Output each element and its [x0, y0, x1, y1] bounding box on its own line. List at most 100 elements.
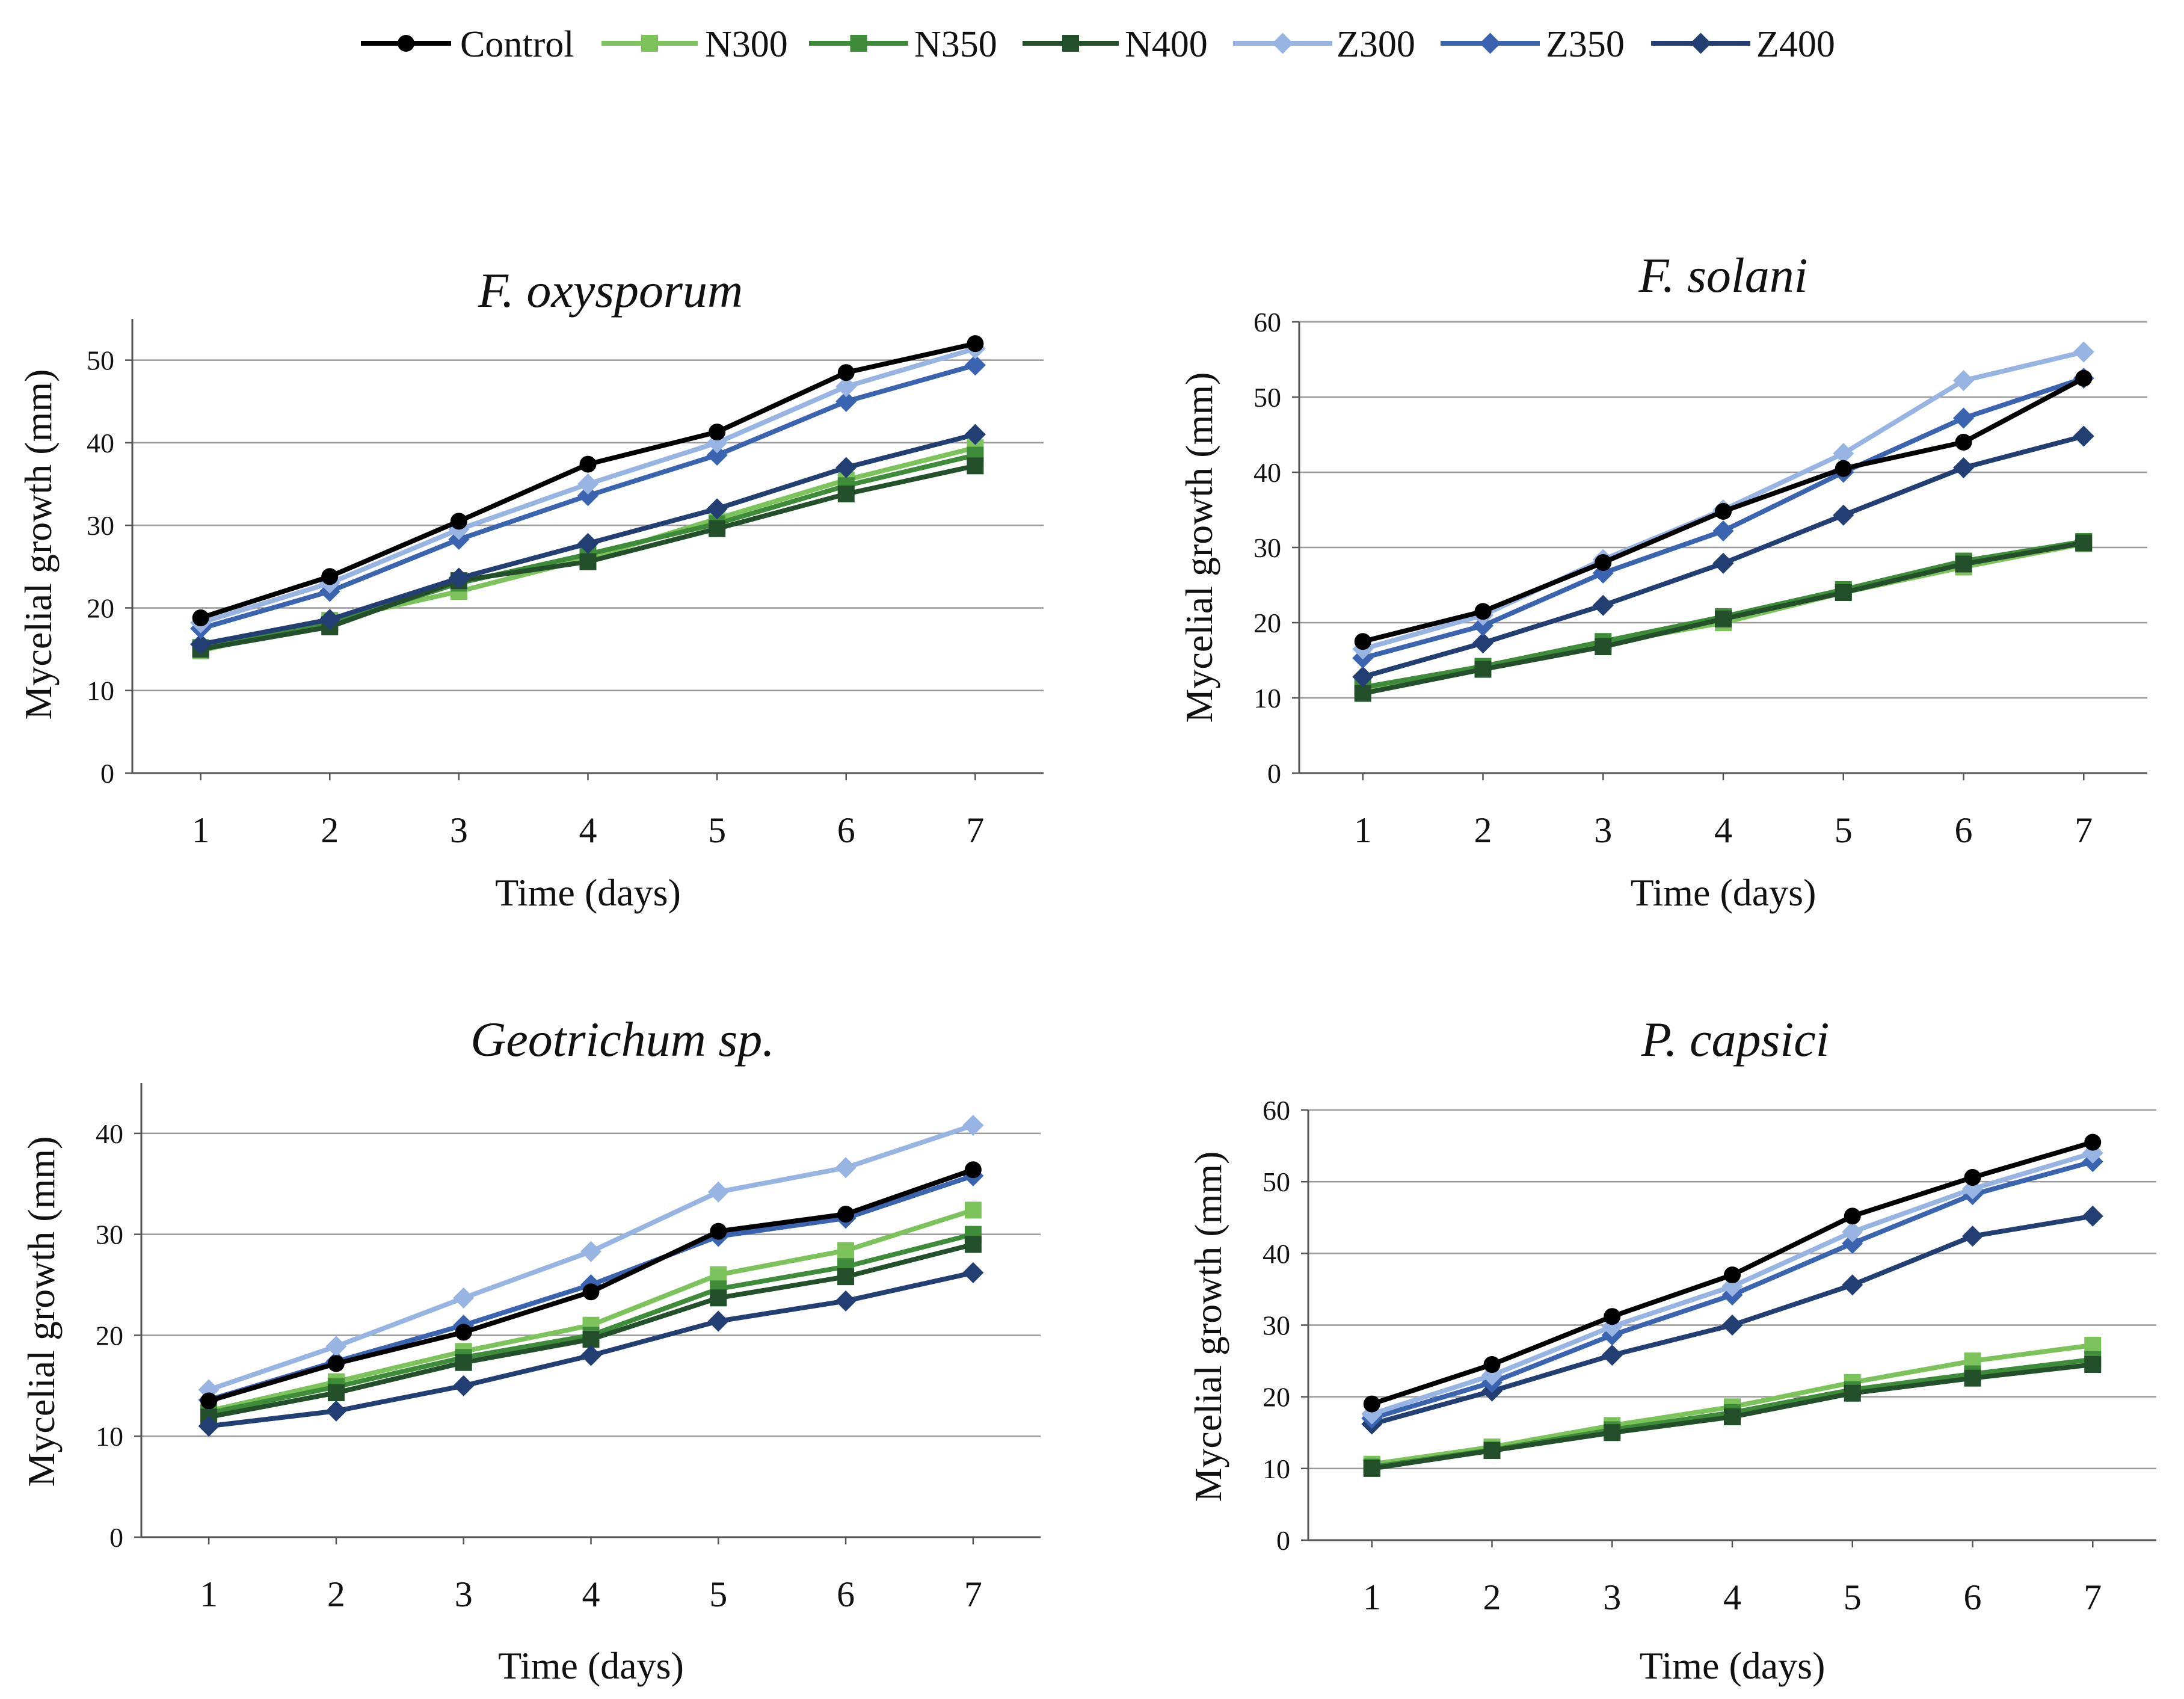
- data-point-z400: [1721, 1315, 1743, 1336]
- x-tick-label: 2: [1474, 810, 1492, 850]
- legend-item-n350: N350: [809, 24, 997, 65]
- data-point-z400: [580, 1345, 601, 1366]
- y-tick-label: 10: [1263, 1454, 1290, 1484]
- legend-marker-n400: [1062, 35, 1079, 52]
- y-tick-label: 40: [1263, 1238, 1290, 1269]
- y-tick-label: 20: [1253, 608, 1281, 638]
- y-axis-label: Mycelial growth (mm): [1187, 1152, 1229, 1502]
- data-point-control: [710, 1223, 727, 1240]
- data-point-z400: [1601, 1345, 1623, 1366]
- data-point-z400: [835, 457, 857, 478]
- x-tick-label: 2: [321, 810, 339, 850]
- x-tick-label: 6: [837, 1574, 855, 1614]
- data-point-control: [1595, 554, 1612, 571]
- series-control: [192, 335, 984, 626]
- data-point-z400: [2082, 1205, 2103, 1227]
- legend-marker-z300: [1272, 32, 1293, 54]
- data-point-z400: [1712, 552, 1734, 574]
- data-point-z400: [835, 1290, 857, 1312]
- series-z400: [198, 1262, 984, 1437]
- data-point-n400: [1964, 1369, 1981, 1387]
- x-tick-label: 2: [327, 1574, 345, 1614]
- legend-label-z300: Z300: [1337, 24, 1415, 65]
- data-point-n400: [579, 553, 597, 570]
- x-tick-label: 3: [455, 1574, 473, 1614]
- data-point-n400: [1715, 610, 1732, 627]
- data-point-z400: [1472, 632, 1493, 654]
- x-axis-label: Time (days): [498, 1644, 684, 1687]
- data-point-z400: [319, 609, 340, 631]
- data-point-n300: [837, 1242, 855, 1259]
- series-z300: [198, 1114, 984, 1401]
- x-tick-label: 6: [1964, 1577, 1982, 1617]
- data-point-z400: [1842, 1274, 1863, 1296]
- y-tick-label: 30: [1253, 532, 1281, 563]
- data-point-control: [837, 364, 855, 381]
- data-point-z400: [577, 532, 598, 554]
- data-point-control: [1354, 633, 1371, 650]
- series-n400: [1363, 1356, 2102, 1477]
- data-point-z300: [1833, 443, 1854, 464]
- data-point-control: [1844, 1207, 1861, 1225]
- data-point-n400: [964, 1236, 982, 1253]
- legend-marker-n350: [850, 35, 867, 52]
- data-point-z300: [325, 1336, 347, 1357]
- data-point-z300: [580, 1241, 601, 1262]
- data-point-n400: [1474, 661, 1492, 678]
- y-tick-label: 40: [96, 1118, 123, 1149]
- x-tick-label: 2: [1483, 1577, 1501, 1617]
- legend-marker-control: [398, 35, 414, 52]
- legend-item-z400: Z400: [1651, 24, 1835, 65]
- data-point-control: [1724, 1266, 1741, 1284]
- data-point-n400: [709, 520, 726, 537]
- x-tick-label: 6: [837, 810, 855, 850]
- data-point-control: [837, 1206, 855, 1223]
- data-point-control: [1604, 1308, 1621, 1325]
- x-tick-label: 1: [192, 810, 210, 850]
- chart-title: P. capsici: [1641, 1012, 1830, 1067]
- data-point-control: [709, 424, 726, 441]
- series-control: [200, 1161, 982, 1410]
- data-point-n400: [455, 1354, 472, 1371]
- x-tick-label: 7: [966, 810, 984, 850]
- data-point-n300: [710, 1266, 727, 1283]
- data-point-z350: [1842, 1233, 1863, 1254]
- data-point-z400: [1962, 1226, 1983, 1247]
- data-point-n400: [837, 486, 855, 503]
- data-point-z350: [706, 445, 728, 466]
- data-point-control: [1715, 503, 1732, 520]
- data-point-z400: [190, 634, 212, 655]
- data-point-z400: [325, 1400, 347, 1422]
- data-point-control: [1474, 603, 1492, 620]
- data-point-control: [582, 1283, 600, 1301]
- data-point-n400: [967, 457, 984, 475]
- data-point-z300: [962, 1114, 984, 1136]
- legend-label-control: Control: [460, 24, 574, 65]
- data-point-n400: [1595, 638, 1612, 655]
- x-tick-label: 4: [579, 810, 597, 850]
- y-axis-label: Mycelial growth (mm): [17, 369, 60, 720]
- data-point-control: [964, 1161, 982, 1179]
- x-tick-label: 7: [2075, 810, 2093, 850]
- x-tick-label: 3: [1603, 1577, 1621, 1617]
- y-tick-label: 10: [96, 1421, 123, 1452]
- series-line-n300: [208, 1207, 974, 1414]
- x-tick-label: 4: [582, 1574, 600, 1614]
- series-z400: [1352, 425, 2094, 688]
- chart-title: F. oxysporum: [478, 263, 743, 318]
- x-tick-label: 7: [964, 1574, 982, 1614]
- x-axis-label: Time (days): [1631, 871, 1816, 914]
- series-n400: [1354, 534, 2093, 702]
- data-point-n400: [582, 1331, 600, 1348]
- y-tick-label: 40: [87, 428, 114, 458]
- data-point-z400: [1592, 594, 1614, 616]
- data-point-control: [450, 513, 467, 530]
- data-point-control: [1363, 1395, 1380, 1413]
- y-axis-label: Mycelial growth (mm): [1178, 372, 1220, 723]
- series-control: [1363, 1133, 2102, 1413]
- data-point-control: [321, 568, 339, 585]
- legend-item-n400: N400: [1023, 24, 1208, 65]
- y-tick-label: 30: [1263, 1310, 1290, 1341]
- data-point-z400: [453, 1375, 475, 1396]
- data-point-z350: [835, 390, 857, 412]
